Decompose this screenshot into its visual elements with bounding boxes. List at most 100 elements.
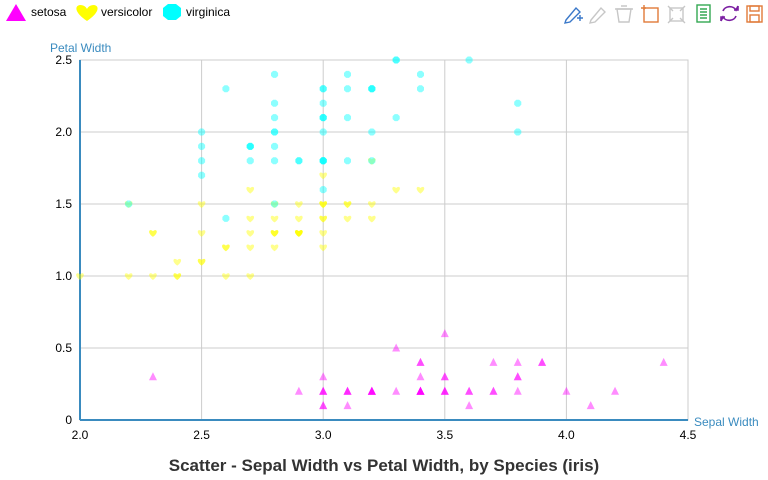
point-setosa[interactable] <box>343 386 352 395</box>
point-virginica[interactable] <box>344 70 351 78</box>
legend-item-versicolor[interactable]: versicolor <box>76 5 152 21</box>
data-view-icon[interactable] <box>696 4 711 23</box>
point-versicolor[interactable] <box>197 230 206 237</box>
eraser-icon[interactable] <box>615 5 633 23</box>
point-virginica[interactable] <box>368 85 376 93</box>
point-virginica[interactable] <box>271 157 279 165</box>
point-versicolor[interactable] <box>295 230 303 237</box>
point-versicolor[interactable] <box>270 230 279 237</box>
point-setosa[interactable] <box>319 401 328 410</box>
point-virginica[interactable] <box>319 85 327 93</box>
point-virginica[interactable] <box>125 200 133 208</box>
point-virginica[interactable] <box>319 157 327 165</box>
point-versicolor[interactable] <box>295 201 303 208</box>
point-versicolor[interactable] <box>416 186 425 194</box>
point-virginica[interactable] <box>198 128 206 136</box>
point-setosa[interactable] <box>416 372 425 381</box>
point-setosa[interactable] <box>659 357 668 366</box>
point-versicolor[interactable] <box>319 201 328 208</box>
point-versicolor[interactable] <box>392 186 400 194</box>
select-area-icon[interactable] <box>667 5 686 24</box>
point-versicolor[interactable] <box>270 244 279 252</box>
point-setosa[interactable] <box>440 386 449 395</box>
point-virginica[interactable] <box>295 157 303 165</box>
point-versicolor[interactable] <box>295 215 303 223</box>
point-versicolor[interactable] <box>124 201 133 208</box>
point-setosa[interactable] <box>465 386 474 395</box>
point-versicolor[interactable] <box>197 258 206 266</box>
legend-item-setosa[interactable]: setosa <box>6 4 67 21</box>
point-versicolor[interactable] <box>270 230 279 237</box>
point-setosa[interactable] <box>440 372 449 381</box>
point-virginica[interactable] <box>271 142 279 150</box>
point-setosa[interactable] <box>319 386 328 395</box>
point-setosa[interactable] <box>489 386 498 395</box>
point-setosa[interactable] <box>319 372 328 381</box>
point-versicolor[interactable] <box>343 201 352 208</box>
point-virginica[interactable] <box>344 85 351 93</box>
point-setosa[interactable] <box>440 386 449 395</box>
point-setosa[interactable] <box>343 386 352 395</box>
point-virginica[interactable] <box>319 99 327 107</box>
point-versicolor[interactable] <box>270 215 279 223</box>
point-versicolor[interactable] <box>173 273 182 280</box>
point-versicolor[interactable] <box>319 244 328 252</box>
point-setosa[interactable] <box>513 372 522 381</box>
point-versicolor[interactable] <box>343 201 352 208</box>
point-virginica[interactable] <box>319 85 327 93</box>
point-versicolor[interactable] <box>149 230 157 237</box>
point-versicolor[interactable] <box>173 273 182 280</box>
point-virginica[interactable] <box>246 157 254 165</box>
point-versicolor[interactable] <box>343 215 352 223</box>
point-setosa[interactable] <box>148 372 157 381</box>
point-setosa[interactable] <box>440 372 449 381</box>
point-setosa[interactable] <box>294 386 303 395</box>
point-setosa[interactable] <box>562 386 571 395</box>
point-setosa[interactable] <box>489 357 498 366</box>
point-virginica[interactable] <box>392 56 400 64</box>
point-virginica[interactable] <box>319 128 327 136</box>
point-virginica[interactable] <box>368 128 376 136</box>
point-virginica[interactable] <box>198 157 206 165</box>
point-virginica[interactable] <box>271 128 279 136</box>
point-virginica[interactable] <box>198 171 206 179</box>
point-setosa[interactable] <box>416 386 425 395</box>
point-virginica[interactable] <box>295 157 303 165</box>
point-versicolor[interactable] <box>368 215 376 223</box>
point-versicolor[interactable] <box>319 172 328 180</box>
point-setosa[interactable] <box>416 386 425 395</box>
legend-item-virginica[interactable]: virginica <box>163 4 230 20</box>
point-versicolor[interactable] <box>246 186 255 194</box>
point-virginica[interactable] <box>514 128 522 136</box>
point-virginica[interactable] <box>417 70 424 78</box>
point-virginica[interactable] <box>344 157 351 165</box>
point-setosa[interactable] <box>367 386 376 395</box>
point-virginica[interactable] <box>319 186 327 194</box>
point-setosa[interactable] <box>367 386 376 395</box>
refresh-icon[interactable] <box>720 5 739 22</box>
point-virginica[interactable] <box>368 157 376 165</box>
point-setosa[interactable] <box>513 357 522 366</box>
point-setosa[interactable] <box>611 386 620 395</box>
point-setosa[interactable] <box>538 357 547 366</box>
point-virginica[interactable] <box>368 85 376 93</box>
point-setosa[interactable] <box>416 386 425 395</box>
point-versicolor[interactable] <box>319 201 328 208</box>
point-virginica[interactable] <box>319 157 327 165</box>
point-virginica[interactable] <box>222 214 230 222</box>
point-versicolor[interactable] <box>246 215 255 223</box>
point-virginica[interactable] <box>271 128 279 136</box>
point-setosa[interactable] <box>367 386 376 395</box>
point-virginica[interactable] <box>271 200 279 208</box>
point-versicolor[interactable] <box>246 273 255 280</box>
point-virginica[interactable] <box>417 85 424 93</box>
point-versicolor[interactable] <box>270 230 279 237</box>
point-versicolor[interactable] <box>295 230 303 237</box>
point-setosa[interactable] <box>513 372 522 381</box>
select-rect-icon[interactable] <box>641 5 659 23</box>
point-virginica[interactable] <box>319 114 327 122</box>
point-virginica[interactable] <box>271 99 279 107</box>
point-versicolor[interactable] <box>270 201 279 208</box>
point-virginica[interactable] <box>368 85 376 93</box>
point-versicolor[interactable] <box>246 230 255 237</box>
